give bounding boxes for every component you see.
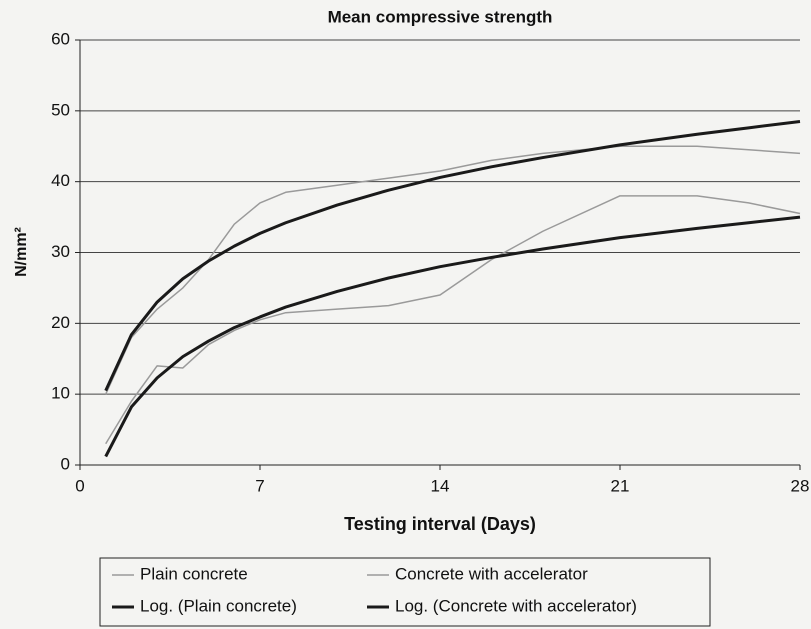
- y-tick-label: 20: [51, 313, 70, 332]
- series-line: [104, 119, 801, 392]
- y-tick-label: 60: [51, 29, 70, 48]
- y-tick-label: 30: [51, 242, 70, 261]
- x-tick-label: 14: [431, 476, 450, 495]
- y-tick-label: 50: [51, 100, 70, 119]
- legend-label: Plain concrete: [140, 564, 248, 583]
- x-tick-label: 7: [255, 476, 264, 495]
- x-axis-label: Testing interval (Days): [344, 514, 536, 534]
- legend-label: Log. (Plain concrete): [140, 596, 297, 615]
- x-tick-label: 28: [791, 476, 810, 495]
- legend-label: Log. (Concrete with accelerator): [395, 596, 637, 615]
- y-axis-label: N/mm²: [13, 227, 30, 277]
- y-tick-label: 40: [51, 171, 70, 190]
- legend-label: Concrete with accelerator: [395, 564, 588, 583]
- x-tick-label: 21: [611, 476, 630, 495]
- series-line: [105, 145, 801, 395]
- y-tick-label: 10: [51, 384, 70, 403]
- x-tick-label: 0: [75, 476, 84, 495]
- chart-title: Mean compressive strength: [328, 7, 553, 26]
- legend-box: [99, 557, 711, 627]
- y-tick-label: 0: [61, 454, 70, 473]
- series-line: [104, 215, 801, 458]
- series-line: [105, 195, 801, 445]
